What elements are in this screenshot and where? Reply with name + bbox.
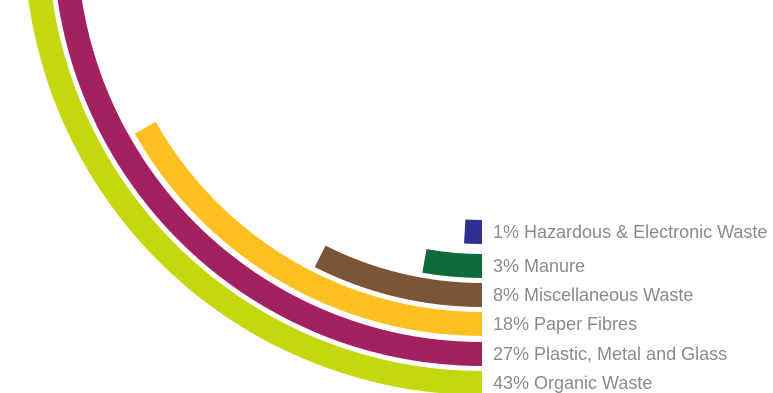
bar-organic-waste [28, 0, 482, 393]
bar-paper-fibres [134, 121, 482, 336]
label-miscellaneous-waste: 8% Miscellaneous Waste [493, 285, 693, 305]
bar-hazardous-electronic-waste [464, 219, 482, 244]
bar-manure [422, 249, 482, 278]
chart-labels: 1% Hazardous & Electronic Waste 3% Manure… [493, 222, 767, 393]
label-paper-fibres: 18% Paper Fibres [493, 314, 637, 334]
label-organic-waste: 43% Organic Waste [493, 373, 652, 393]
label-hazardous-electronic-waste: 1% Hazardous & Electronic Waste [493, 222, 767, 242]
label-plastic-metal-and-glass: 27% Plastic, Metal and Glass [493, 344, 727, 364]
label-manure: 3% Manure [493, 256, 585, 276]
bar-miscellaneous-waste [314, 245, 482, 308]
chart-bars [28, 0, 482, 393]
bar-plastic-metal-and-glass [57, 0, 482, 366]
